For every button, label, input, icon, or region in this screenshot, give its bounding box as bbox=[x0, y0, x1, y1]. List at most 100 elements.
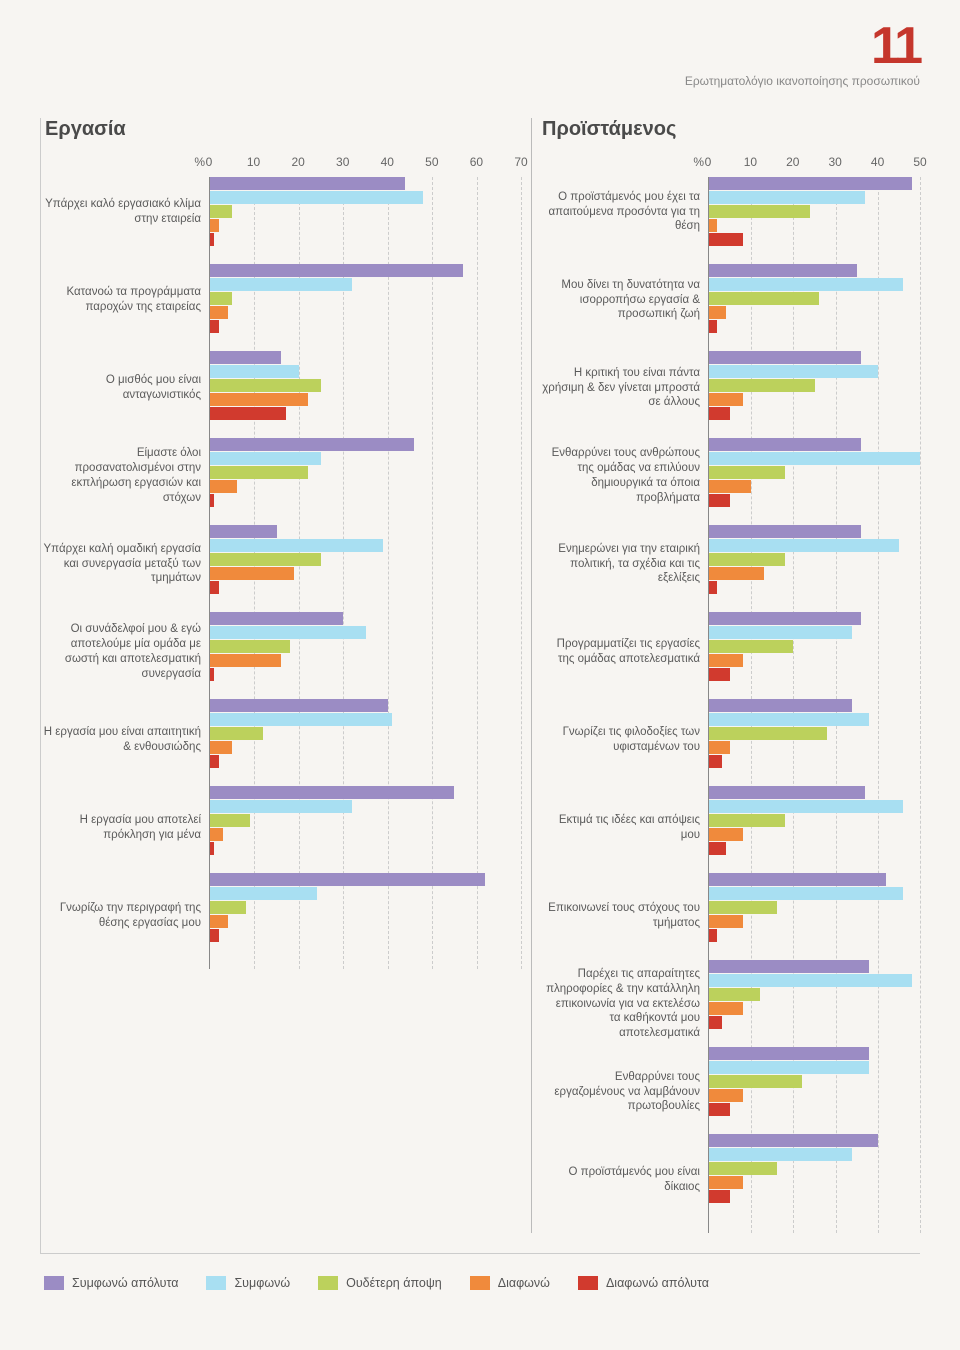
bar bbox=[709, 393, 743, 406]
bar bbox=[709, 264, 857, 277]
axis-tick: 40 bbox=[381, 155, 394, 169]
bar bbox=[709, 219, 717, 232]
percent-symbol: % bbox=[41, 155, 209, 173]
bar bbox=[709, 873, 886, 886]
bar bbox=[210, 407, 286, 420]
bar bbox=[709, 1002, 743, 1015]
question-label: Υπάρχει καλή ομαδική εργασία και συνεργα… bbox=[41, 529, 209, 599]
bar bbox=[709, 1176, 743, 1189]
bar bbox=[210, 306, 228, 319]
axis-tick: 30 bbox=[336, 155, 349, 169]
bar bbox=[210, 553, 321, 566]
legend-swatch bbox=[206, 1276, 226, 1290]
x-axis: %01020304050 bbox=[542, 155, 920, 173]
question-label: Γνωρίζει τις φιλοδοξίες των υφισταμένων … bbox=[542, 705, 708, 775]
bar bbox=[709, 407, 730, 420]
bar-group bbox=[709, 351, 920, 420]
question-label: Η εργασία μου αποτελεί πρόκληση για μένα bbox=[41, 793, 209, 863]
bar bbox=[709, 525, 861, 538]
page-header: 11 Ερωτηματολόγιο ικανοποίησης προσωπικο… bbox=[40, 20, 920, 88]
bar bbox=[709, 842, 726, 855]
chart-work: Εργασία%010203040506070Υπάρχει καλό εργα… bbox=[41, 118, 521, 1233]
bar bbox=[210, 800, 352, 813]
bar-group bbox=[709, 873, 920, 942]
bar bbox=[709, 278, 903, 291]
bar-group bbox=[210, 525, 521, 594]
bar-group bbox=[210, 177, 521, 246]
question-label: Κατανοώ τα προγράμματα παροχών της εταιρ… bbox=[41, 265, 209, 335]
plot-area bbox=[209, 177, 521, 969]
question-label: Η εργασία μου είναι απαιτητική & ενθουσι… bbox=[41, 705, 209, 775]
bar bbox=[709, 755, 722, 768]
legend-item: Ουδέτερη άποψη bbox=[318, 1276, 442, 1290]
question-label: Γνωρίζω την περιγραφή της θέσης εργασίας… bbox=[41, 881, 209, 951]
bar bbox=[210, 438, 414, 451]
bar-group bbox=[210, 699, 521, 768]
bar bbox=[210, 466, 308, 479]
bar-group bbox=[210, 612, 521, 681]
page-number: 11 bbox=[40, 20, 920, 72]
bar bbox=[210, 320, 219, 333]
bar bbox=[709, 480, 751, 493]
chart-supervisor: Προϊστάμενος%01020304050Ο προϊστάμενός μ… bbox=[531, 118, 920, 1233]
chart-title: Προϊστάμενος bbox=[542, 118, 920, 141]
bar bbox=[709, 668, 730, 681]
question-label: Ενημερώνει για την εταιρική πολιτική, τα… bbox=[542, 529, 708, 599]
bar-group bbox=[709, 786, 920, 855]
bar bbox=[210, 786, 454, 799]
axis-tick: 20 bbox=[786, 155, 799, 169]
question-label: Επικοινωνεί τους στόχους του τμήματος bbox=[542, 881, 708, 951]
bar bbox=[210, 727, 263, 740]
bar bbox=[210, 626, 366, 639]
bar bbox=[210, 233, 214, 246]
bar bbox=[709, 1134, 878, 1147]
bar bbox=[210, 741, 232, 754]
bar bbox=[210, 205, 232, 218]
bar bbox=[210, 264, 463, 277]
gridline bbox=[920, 177, 921, 1233]
bar bbox=[210, 699, 388, 712]
axis-tick: 70 bbox=[514, 155, 527, 169]
bar bbox=[709, 205, 810, 218]
plot-area bbox=[708, 177, 920, 1233]
question-label: Υπάρχει καλό εργασιακό κλίμα στην εταιρε… bbox=[41, 177, 209, 247]
bar bbox=[709, 1089, 743, 1102]
bar bbox=[709, 177, 912, 190]
bar-group bbox=[210, 351, 521, 420]
bar bbox=[210, 525, 277, 538]
bar-group bbox=[709, 264, 920, 333]
bar bbox=[709, 1075, 802, 1088]
question-label: Ενθαρρύνει τους εργαζομένους να λαμβάνου… bbox=[542, 1057, 708, 1127]
bar bbox=[210, 828, 223, 841]
bar bbox=[210, 177, 405, 190]
question-label: Προγραμματίζει τις εργασίες της ομάδας α… bbox=[542, 617, 708, 687]
chart-title: Εργασία bbox=[41, 118, 521, 141]
legend-item: Διαφωνώ bbox=[470, 1276, 550, 1290]
bar bbox=[709, 640, 793, 653]
gridline bbox=[521, 177, 522, 969]
question-label: Ενθαρρύνει τους ανθρώπους της ομάδας να … bbox=[542, 441, 708, 511]
legend-swatch bbox=[318, 1276, 338, 1290]
bar bbox=[210, 219, 219, 232]
question-label: Ο προϊστάμενός μου έχει τα απαιτούμενα π… bbox=[542, 177, 708, 247]
percent-symbol: % bbox=[542, 155, 708, 173]
bar bbox=[709, 351, 861, 364]
bar bbox=[709, 320, 717, 333]
bar-group bbox=[709, 699, 920, 768]
bar bbox=[709, 1047, 869, 1060]
legend-swatch bbox=[44, 1276, 64, 1290]
bar bbox=[709, 1148, 852, 1161]
legend-item: Διαφωνώ απόλυτα bbox=[578, 1276, 709, 1290]
bar bbox=[210, 929, 219, 942]
bar bbox=[709, 988, 760, 1001]
bar bbox=[210, 713, 392, 726]
bar bbox=[210, 393, 308, 406]
legend-label: Διαφωνώ απόλυτα bbox=[606, 1276, 709, 1290]
bar bbox=[210, 567, 294, 580]
bar bbox=[709, 960, 869, 973]
bar bbox=[709, 233, 743, 246]
bar bbox=[709, 1016, 722, 1029]
axis-tick: 0 bbox=[705, 155, 712, 169]
bar bbox=[210, 887, 317, 900]
bar bbox=[709, 365, 878, 378]
